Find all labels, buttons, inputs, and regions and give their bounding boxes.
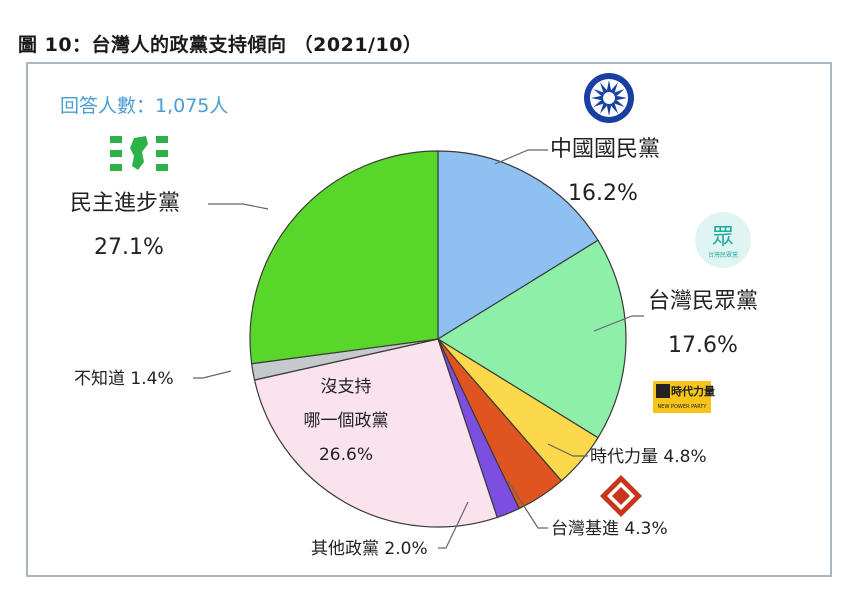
- npp-logo-icon: 時代力量 NEW POWER PARTY: [653, 381, 715, 413]
- leader-dpp: [208, 203, 269, 210]
- kmt-logo-icon: [584, 73, 634, 123]
- label-kmt-name: 中國國民黨: [550, 137, 660, 162]
- npp-logo-text: 時代力量: [671, 384, 715, 398]
- tsp-logo-icon: [600, 475, 642, 517]
- figure-title: 圖 10：台灣人的政黨支持傾向 （2021/10）: [18, 34, 423, 56]
- kmt-ray: [611, 82, 618, 93]
- label-npp: 時代力量 4.8%: [590, 447, 707, 467]
- label-none-line2: 哪一個政黨: [304, 411, 389, 431]
- label-unknown: 不知道 1.4%: [74, 369, 174, 389]
- tpp-logo-subtext: 台灣民眾黨: [708, 251, 738, 259]
- kmt-ray: [616, 95, 627, 101]
- kmt-ray: [606, 80, 612, 91]
- kmt-ray: [600, 103, 607, 114]
- leader-tsp: [507, 480, 548, 529]
- respondents-count: 回答人數：1,075人: [60, 95, 228, 117]
- pie-slice-7: [249, 150, 439, 365]
- pie-slice-0: [437, 150, 599, 341]
- leader-kmt: [494, 149, 548, 165]
- kmt-ray: [614, 100, 625, 107]
- leader-npp: [547, 443, 588, 457]
- dpp-logo-icon: [110, 136, 168, 171]
- label-tpp-pct: 17.6%: [668, 333, 738, 358]
- label-kmt-pct: 16.2%: [568, 181, 638, 206]
- label-tsp: 台灣基進 4.3%: [551, 519, 668, 539]
- label-tpp-name: 台灣民眾黨: [648, 289, 758, 314]
- label-none-pct: 26.6%: [319, 445, 373, 465]
- kmt-ray: [611, 103, 618, 114]
- tpp-logo-text: 眾: [712, 225, 734, 250]
- label-other: 其他政黨 2.0%: [311, 539, 428, 559]
- pie-chart: 回答人數：1,075人 眾 台灣民眾黨: [60, 73, 758, 559]
- tpp-logo-icon: 眾 台灣民眾黨: [695, 212, 751, 268]
- kmt-ray: [600, 82, 607, 93]
- leader-other: [438, 501, 469, 549]
- pie-slice-1: [436, 239, 627, 439]
- label-none-line1: 沒支持: [321, 377, 372, 397]
- npp-logo-subtext: NEW POWER PARTY: [658, 404, 708, 410]
- leader-lines: [193, 149, 644, 549]
- leader-unknown: [193, 370, 232, 379]
- label-dpp-pct: 27.1%: [94, 235, 164, 260]
- chart-frame: 回答人數：1,075人 眾 台灣民眾黨: [26, 62, 832, 577]
- kmt-ray: [593, 89, 604, 96]
- kmt-ray: [591, 95, 602, 101]
- leader-tpp: [593, 315, 644, 332]
- kmt-ray: [606, 105, 612, 116]
- pie-slice-5: [253, 338, 498, 528]
- label-dpp-name: 民主進步黨: [70, 191, 180, 216]
- kmt-ray: [593, 100, 604, 107]
- kmt-ray: [614, 89, 625, 96]
